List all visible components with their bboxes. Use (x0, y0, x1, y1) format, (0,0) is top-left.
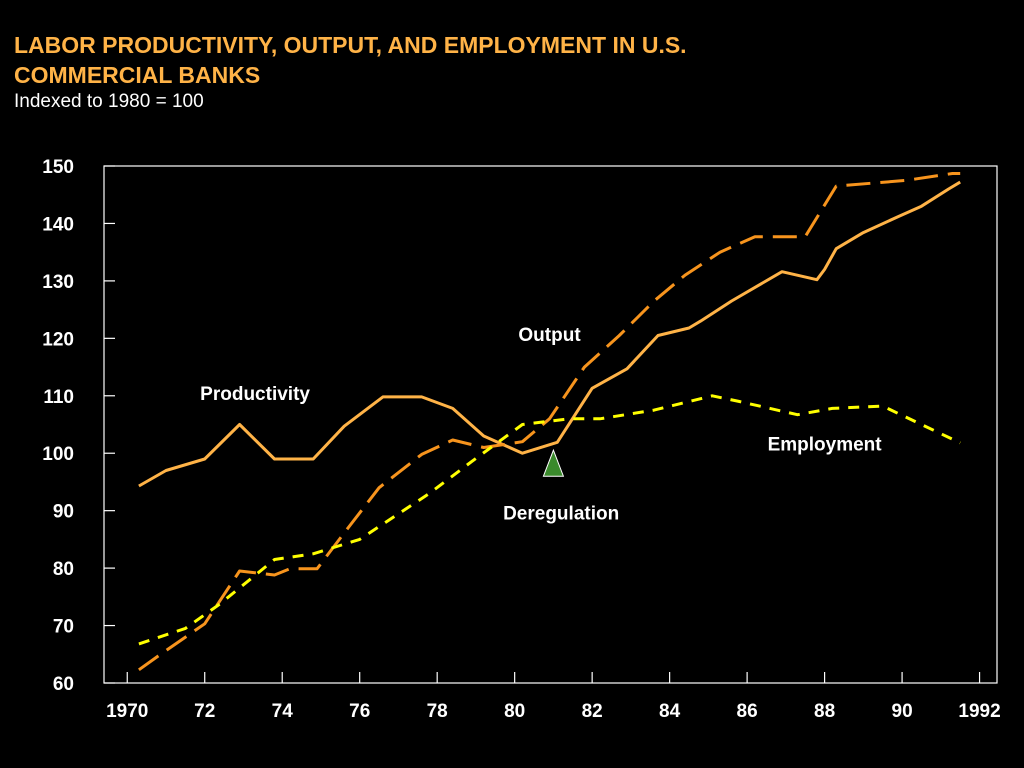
x-tick-label: 72 (194, 701, 215, 722)
x-tick-label: 76 (349, 701, 370, 722)
y-tick-label: 140 (42, 214, 74, 235)
x-axis: 1970 72 74 76 78 80 82 84 86 88 90 1992 (106, 672, 1001, 722)
annotation-employment: Employment (768, 434, 883, 455)
plot-frame (103, 165, 998, 684)
x-tick-label: 88 (814, 701, 835, 722)
series-output-line (138, 172, 961, 672)
y-tick-label: 80 (53, 559, 74, 580)
y-tick-label: 60 (53, 674, 74, 695)
marker-layer (542, 448, 565, 477)
title-block: LABOR PRODUCTIVITY, OUTPUT, AND EMPLOYME… (14, 30, 1014, 114)
x-tick-label: 80 (504, 701, 525, 722)
x-tick-label: 86 (737, 701, 758, 722)
y-tick-label: 130 (42, 272, 74, 293)
y-tick-label: 70 (53, 617, 74, 638)
annotation-layer: Productivity Output Employment Deregulation (200, 325, 882, 524)
x-tick-label: 84 (659, 701, 681, 722)
x-tick-label: 1970 (106, 701, 148, 722)
series-productivity-line (138, 180, 961, 488)
series-layer (138, 172, 961, 672)
y-axis: 60 70 80 90 100 110 120 130 140 150 (42, 157, 115, 695)
annotation-productivity: Productivity (200, 384, 310, 405)
y-tick-label: 90 (53, 502, 74, 523)
y-tick-label: 110 (43, 387, 74, 408)
y-tick-label: 100 (42, 444, 74, 465)
series-employment-line (138, 394, 961, 646)
y-tick-label: 120 (42, 329, 74, 350)
annotation-output: Output (518, 325, 581, 346)
chart-title: LABOR PRODUCTIVITY, OUTPUT, AND EMPLOYME… (14, 32, 687, 88)
chart-subtitle: Indexed to 1980 = 100 (14, 91, 204, 112)
annotation-deregulation: Deregulation (503, 503, 619, 524)
x-tick-label: 90 (892, 701, 913, 722)
x-tick-label: 82 (582, 701, 603, 722)
x-tick-label: 1992 (958, 701, 1000, 722)
x-tick-label: 74 (272, 701, 294, 722)
x-tick-label: 78 (427, 701, 448, 722)
deregulation-marker (542, 448, 565, 477)
y-tick-label: 150 (42, 157, 74, 178)
